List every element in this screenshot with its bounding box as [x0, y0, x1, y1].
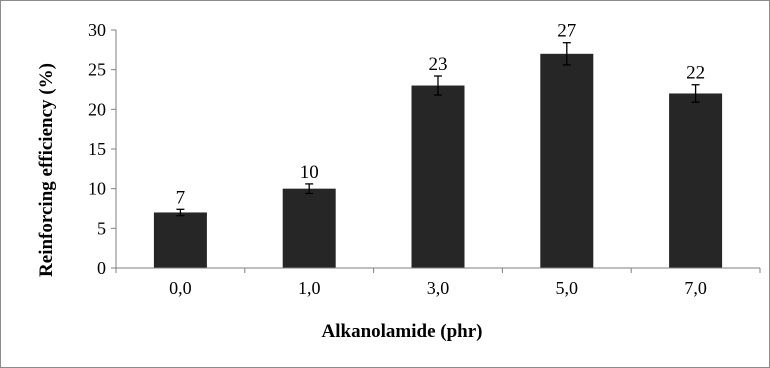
y-axis-title: Reinforcing efficiency (%) — [36, 63, 57, 277]
data-label: 7 — [176, 187, 186, 208]
y-axis-ticks: 0 5 10 15 20 25 30 — [88, 20, 116, 278]
bar — [153, 212, 207, 268]
y-tick-label: 15 — [88, 139, 106, 159]
labels-group: 7 0,0 10 1,0 23 3,0 27 5,0 22 7,0 — [169, 21, 707, 298]
bar — [540, 53, 594, 268]
y-tick-label: 0 — [97, 258, 106, 278]
data-label: 10 — [300, 162, 319, 183]
y-tick-label: 25 — [88, 60, 106, 80]
x-tick-label: 7,0 — [684, 278, 707, 298]
bar — [411, 85, 465, 269]
x-tick-label: 0,0 — [169, 278, 192, 298]
bar — [669, 93, 723, 268]
bar — [282, 188, 336, 268]
x-tick-label: 1,0 — [298, 278, 321, 298]
x-axis-title: Alkanolamide (phr) — [322, 321, 483, 342]
x-tick-label: 3,0 — [427, 278, 450, 298]
data-label: 22 — [686, 63, 705, 84]
y-tick-label: 20 — [88, 99, 106, 119]
axes-group — [115, 30, 761, 273]
bars-group — [153, 42, 723, 269]
y-tick-label: 5 — [97, 218, 106, 238]
x-tick-label: 5,0 — [556, 278, 579, 298]
data-label: 27 — [557, 21, 576, 42]
y-tick-label: 30 — [88, 20, 106, 40]
y-tick-label: 10 — [88, 179, 106, 199]
data-label: 23 — [429, 54, 448, 75]
